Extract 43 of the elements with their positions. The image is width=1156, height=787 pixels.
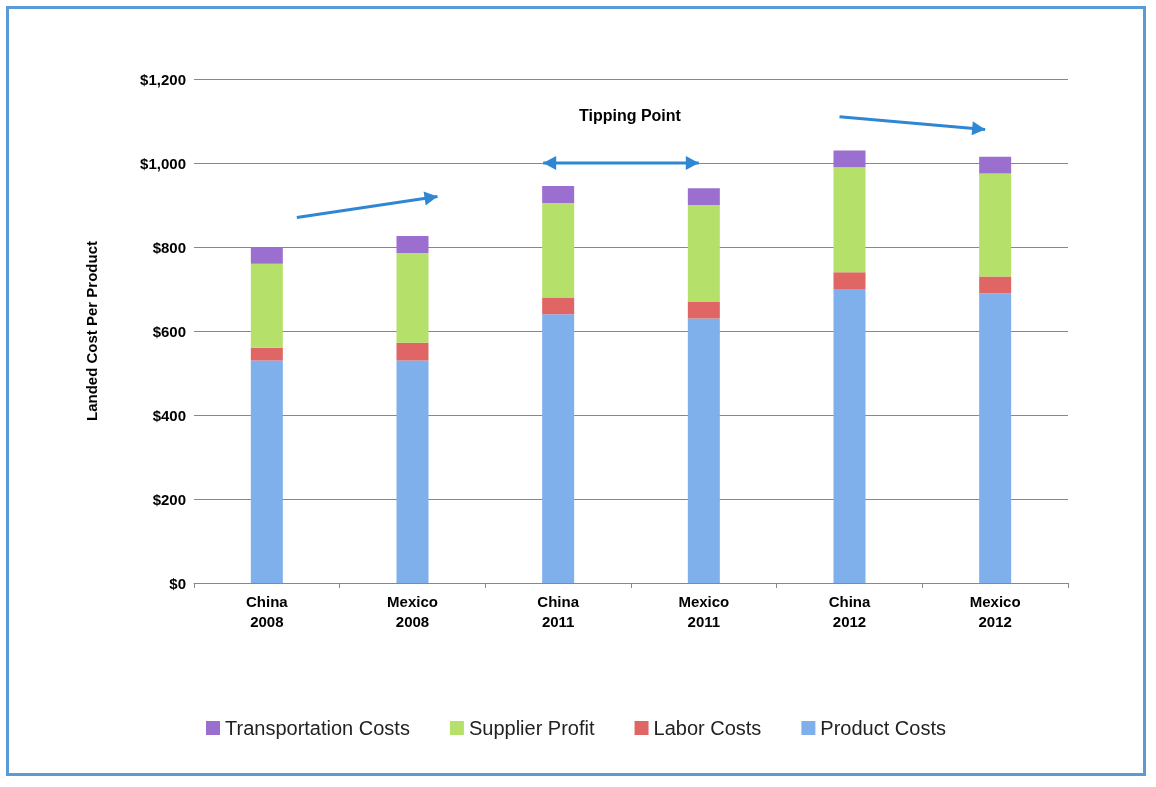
bar <box>979 293 1012 583</box>
y-tick-label: $200 <box>152 490 186 508</box>
bar <box>687 318 720 583</box>
y-tick-label: $0 <box>169 574 186 592</box>
x-tick-label: Mexico 2012 <box>969 592 1021 630</box>
y-tick-label: $400 <box>152 406 186 424</box>
bar <box>979 276 1012 294</box>
bar <box>833 272 866 289</box>
x-tick-label: Mexico 2008 <box>387 592 438 630</box>
bar <box>250 247 283 264</box>
x-tick-label: Mexico 2011 <box>678 592 730 630</box>
bar <box>687 188 720 205</box>
legend-label: Product Costs <box>820 717 946 739</box>
bar <box>979 156 1012 174</box>
bar <box>833 167 866 273</box>
annotation: Tipping Point <box>579 106 682 124</box>
bar <box>542 186 575 203</box>
bar <box>542 314 575 583</box>
bar <box>250 360 283 583</box>
y-tick-label: $800 <box>152 238 186 256</box>
bar <box>250 347 283 361</box>
legend-label: Supplier Profit <box>468 717 595 739</box>
bar <box>687 205 720 302</box>
bar <box>979 173 1012 277</box>
bar <box>542 297 575 315</box>
bar <box>396 360 429 583</box>
y-tick-label: $1,200 <box>140 70 186 88</box>
bar <box>396 252 429 343</box>
x-tick-label: China 2012 <box>828 592 871 630</box>
bar <box>396 236 429 253</box>
y-tick-label: $600 <box>152 322 186 340</box>
y-tick-label: $1,000 <box>140 154 186 172</box>
bar <box>687 301 720 319</box>
bar <box>396 342 429 361</box>
bar <box>833 150 866 168</box>
legend-label: Labor Costs <box>653 717 762 739</box>
bar <box>250 263 283 348</box>
legend-label: Transportation Costs <box>225 717 410 739</box>
x-tick-label: China 2011 <box>537 592 580 630</box>
x-tick-label: China 2008 <box>246 592 289 630</box>
bar <box>542 202 575 298</box>
y-axis-title: Landed Cost Per Product <box>83 240 100 422</box>
bar <box>833 289 866 583</box>
